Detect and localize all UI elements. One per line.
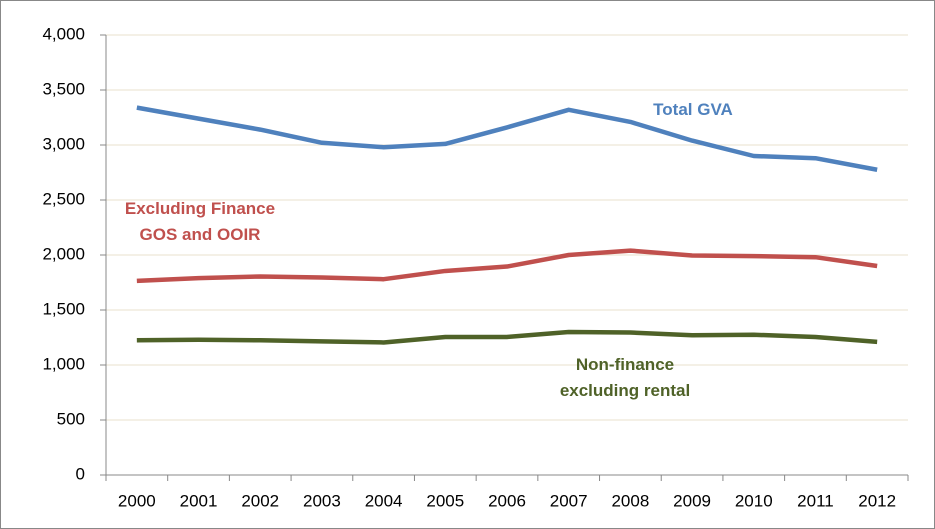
y-tick-label: 500 [57,409,85,428]
x-tick-label: 2002 [241,491,279,510]
x-tick-label: 2007 [550,491,588,510]
x-tick-label: 2001 [180,491,218,510]
series-line [136,105,878,172]
x-tick-label: 2012 [858,491,896,510]
x-tick-label: 2008 [611,491,649,510]
x-tick-label: 2004 [365,491,403,510]
y-tick-label: 2,000 [42,244,85,263]
x-tick-label: 2000 [118,491,156,510]
y-tick-label: 1,000 [42,354,85,373]
x-tick-label: 2006 [488,491,526,510]
y-tick-label: 3,000 [42,134,85,153]
x-tick-label: 2003 [303,491,341,510]
x-tick-label: 2010 [735,491,773,510]
y-tick-label: 4,000 [42,24,85,43]
x-tick-label: 2011 [797,491,834,510]
y-tick-label: 1,500 [42,299,85,318]
series-line [136,248,878,284]
series-annotation: Excluding Finance GOS and OOIR [124,199,276,244]
series-annotation: Non-finance excluding rental [559,355,691,400]
y-tick-label: 2,500 [42,189,85,208]
y-tick-label: 3,500 [42,79,85,98]
x-tick-label: 2009 [673,491,711,510]
series-annotation: Total GVA [653,100,733,119]
series-line [136,329,878,345]
y-tick-label: 0 [76,464,85,483]
x-tick-label: 2005 [426,491,464,510]
